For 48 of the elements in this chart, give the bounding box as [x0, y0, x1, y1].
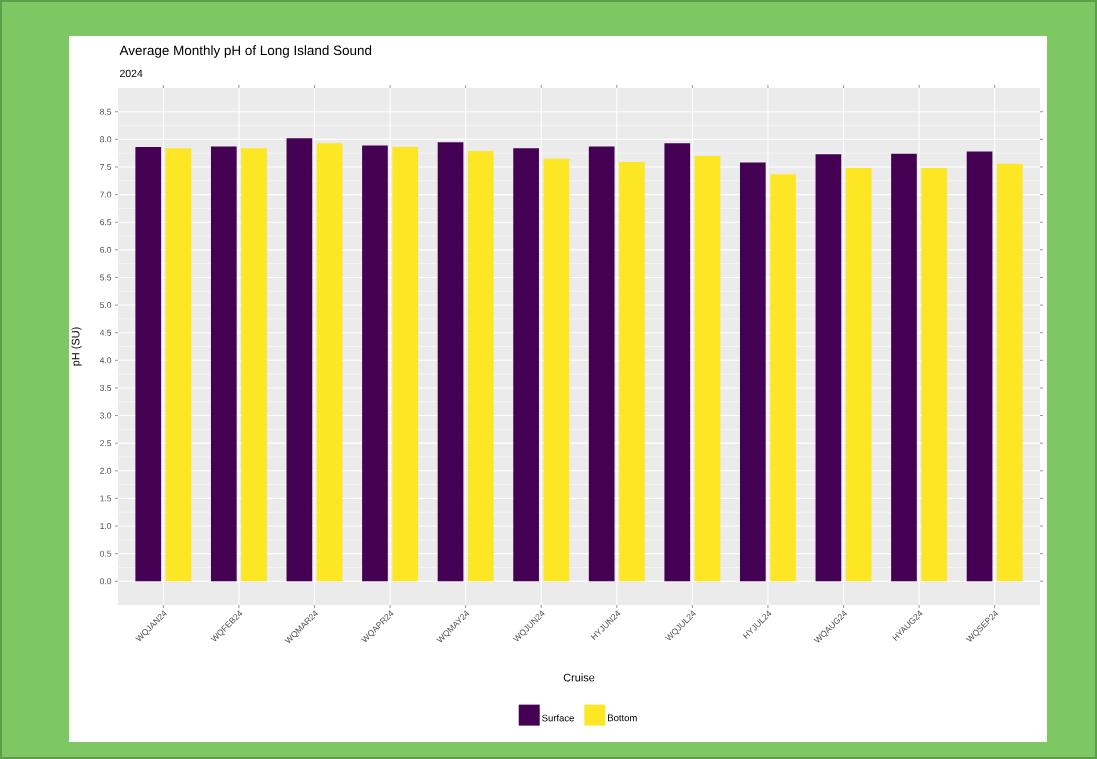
bar: [392, 147, 419, 582]
bar: [770, 174, 796, 582]
bar: [996, 163, 1023, 582]
bar: [588, 146, 615, 582]
chart-title: Average Monthly pH of Long Island Sound: [119, 45, 372, 58]
y-tick-label: 3.5: [100, 384, 112, 391]
bar: [316, 143, 343, 582]
chart-subtitle: 2024: [120, 69, 143, 78]
y-tick-label: 7.5: [100, 164, 112, 170]
bar: [362, 145, 388, 582]
y-tick-label: 0.5: [100, 550, 112, 557]
bar: [286, 138, 313, 582]
y-tick-label: 1.5: [100, 495, 112, 502]
bar: [437, 142, 464, 582]
bar: [619, 162, 645, 582]
y-tick-label: 8.0: [100, 136, 112, 143]
bar: [467, 150, 494, 582]
y-tick-label: 7.0: [100, 191, 112, 198]
y-tick-label: 2.5: [100, 440, 112, 447]
y-tick-label: 6.0: [100, 246, 112, 253]
bar: [135, 147, 162, 582]
bar: [543, 158, 570, 582]
bar: [966, 151, 993, 582]
bar: [739, 162, 766, 582]
legend-label: Bottom: [608, 714, 637, 722]
y-axis-title: pH (SU): [71, 327, 82, 366]
bar: [694, 155, 721, 582]
bar: [165, 148, 192, 582]
y-tick-label: 2.0: [100, 467, 112, 474]
y-tick-label: 1.0: [100, 523, 112, 530]
bar: [815, 154, 842, 582]
bar: [845, 168, 872, 582]
y-tick-label: 4.0: [99, 357, 112, 364]
y-tick-label: 6.5: [100, 219, 112, 226]
y-tick-label: 4.5: [99, 329, 112, 336]
y-tick-label: 0.0: [100, 578, 112, 585]
bar: [664, 143, 691, 582]
bar: [891, 153, 917, 582]
y-tick-label: 8.5: [100, 108, 112, 115]
bar: [210, 146, 237, 582]
y-tick-label: 5.0: [100, 302, 112, 309]
bar: [921, 168, 948, 582]
y-tick-label: 3.0: [100, 412, 112, 419]
y-tick-label: 5.5: [100, 274, 112, 281]
legend-label: Surface: [542, 714, 574, 722]
x-axis-title: Cruise: [563, 673, 595, 682]
bar: [513, 148, 539, 582]
bar: [241, 148, 267, 582]
